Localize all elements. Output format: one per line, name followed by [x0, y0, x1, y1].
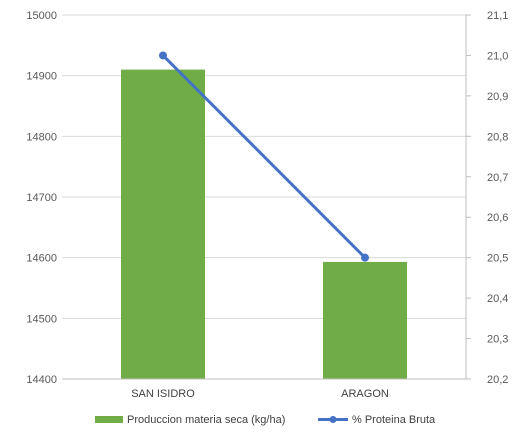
bar-aragon: [323, 261, 407, 379]
right-tick-label: 20,6: [487, 212, 508, 224]
right-tick-label: 20,7: [487, 172, 508, 184]
protein-point: [361, 253, 369, 262]
legend: Produccion materia seca (kg/ha) % Protei…: [95, 414, 436, 426]
left-tick-label: 14400: [26, 374, 57, 386]
right-tick-label: 21,0: [487, 50, 508, 62]
left-y-axis: 14400 14500 14600 14700 14800 14900 15000: [26, 10, 57, 386]
left-tick-label: 14500: [26, 313, 57, 325]
right-tick-label: 20,2: [487, 374, 508, 386]
right-tick-label: 20,3: [487, 334, 508, 346]
legend-label-line: % Proteina Bruta: [352, 414, 436, 426]
right-tick-label: 20,9: [487, 91, 508, 103]
protein-line-path: [161, 54, 367, 259]
left-tick-label: 14900: [26, 71, 57, 83]
right-tick-label: 21,1: [487, 10, 508, 22]
category-label: ARAGON: [341, 388, 389, 400]
bar-san-isidro: [121, 69, 205, 379]
left-tick-label: 14600: [26, 253, 57, 265]
bars: [121, 69, 407, 379]
left-tick-label: 14800: [26, 131, 57, 143]
left-tick-label: 14700: [26, 192, 57, 204]
legend-label-bar: Produccion materia seca (kg/ha): [127, 414, 285, 426]
protein-line: [159, 51, 369, 262]
x-axis: SAN ISIDRO ARAGON: [62, 378, 466, 400]
right-tick-label: 20,4: [487, 293, 508, 305]
protein-point: [159, 51, 167, 60]
legend-swatch-bar: [95, 416, 123, 423]
left-tick-label: 15000: [26, 10, 57, 22]
right-tick-label: 20,8: [487, 131, 508, 143]
right-y-axis: 20,2 20,3 20,4 20,5 20,6 20,7 20,8 20,9 21,0 21,1: [465, 10, 508, 386]
category-label: SAN ISIDRO: [131, 388, 195, 400]
right-tick-label: 20,5: [487, 253, 508, 265]
legend-swatch-marker: [329, 416, 337, 423]
